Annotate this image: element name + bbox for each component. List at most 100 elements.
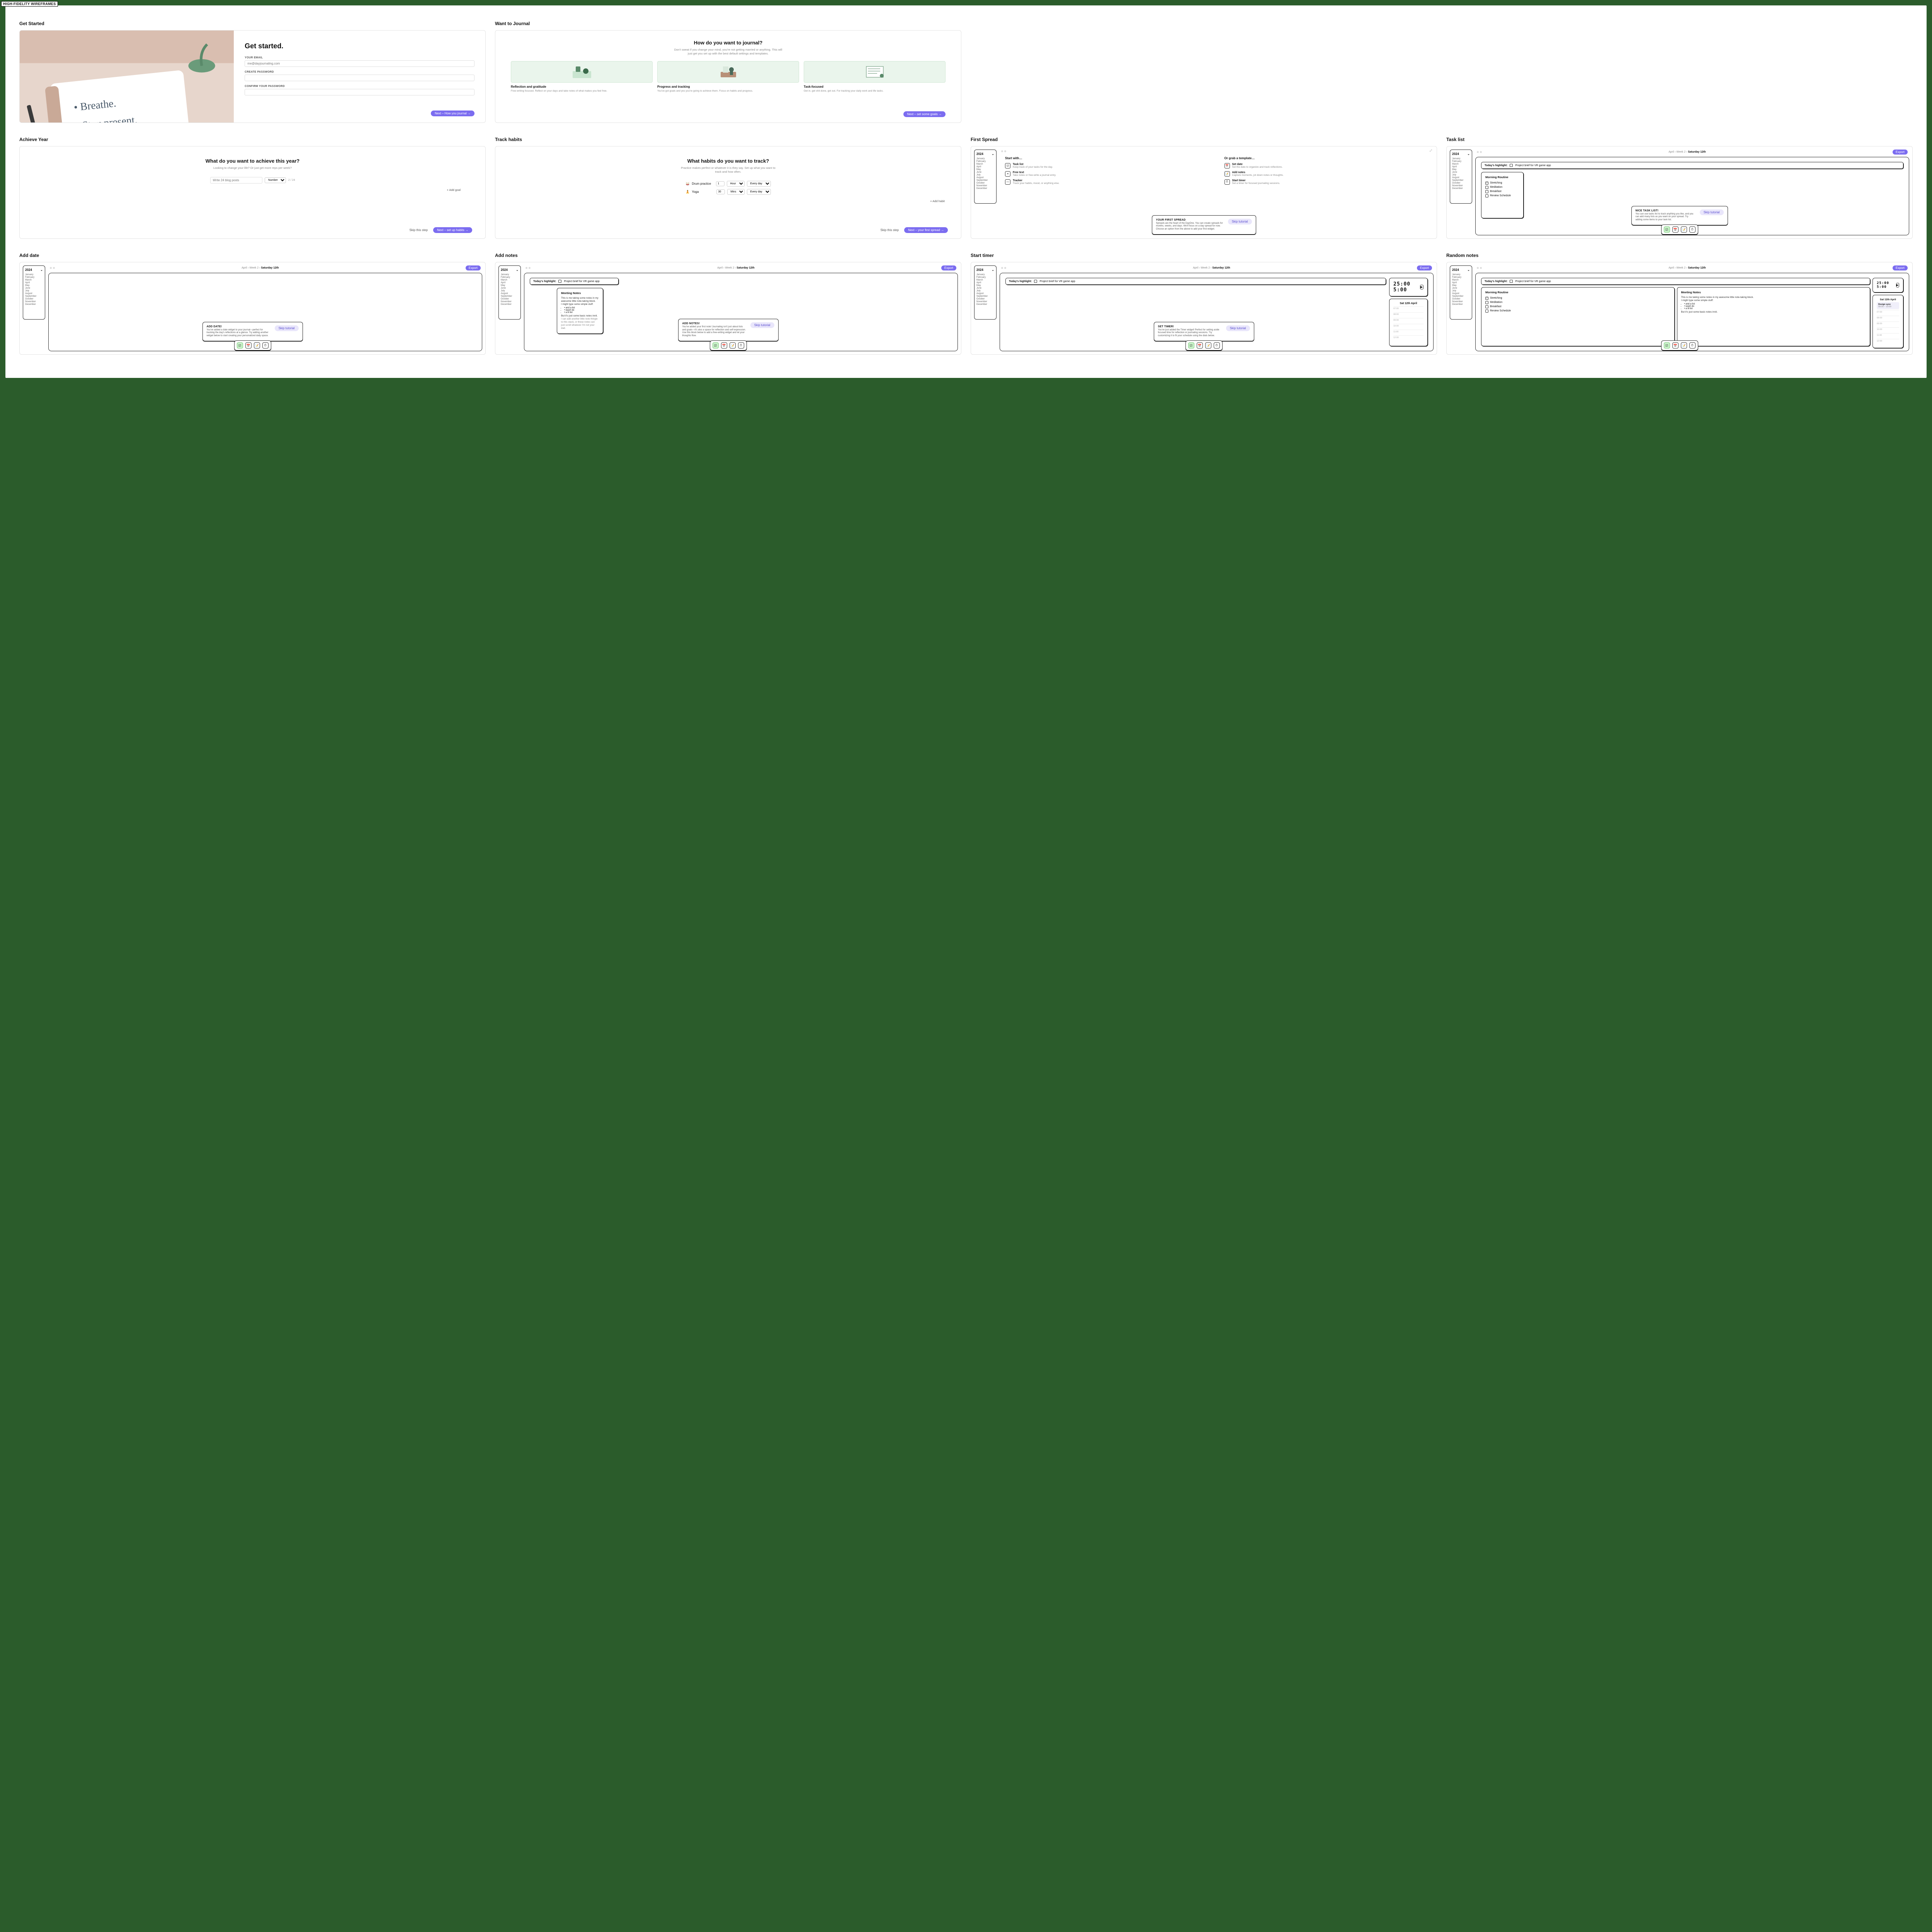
tool-timer-icon[interactable]: ⏱	[1214, 342, 1220, 349]
chevron-down-icon[interactable]: ⌄	[1467, 268, 1470, 272]
tool-timer-icon[interactable]: ⏱	[262, 342, 269, 349]
next-button[interactable]: Next – set up habits →	[433, 227, 472, 233]
checkbox-icon[interactable]	[1485, 190, 1488, 193]
template-option-timer[interactable]: ⏱Start timerSet a timer for focused jour…	[1225, 179, 1429, 185]
add-habit-link[interactable]: + Add habit	[930, 199, 945, 203]
widget-option-freetext[interactable]: ≡Free textTake notes or free-write a jou…	[1005, 171, 1209, 177]
sidebar-month[interactable]: December	[976, 303, 994, 306]
sidebar-month[interactable]: December	[501, 303, 519, 306]
play-icon[interactable]: ▶	[1420, 285, 1423, 289]
journal-card-reflection[interactable]: Reflection and gratitude Free-writing fo…	[511, 61, 653, 93]
notes-widget[interactable]: Meeting Notes This is me taking some not…	[557, 288, 603, 334]
sidebar-month[interactable]: February	[501, 276, 519, 279]
chevron-down-icon[interactable]: ⌄	[40, 268, 43, 272]
journal-card-task[interactable]: Task-focused Get in, get shit done, get …	[804, 61, 946, 93]
checkbox-icon[interactable]	[1485, 182, 1488, 185]
checkbox-icon[interactable]	[1485, 186, 1488, 189]
sidebar-month[interactable]: December	[25, 303, 43, 306]
skip-tutorial-button[interactable]: Skip tutorial	[275, 325, 299, 331]
sidebar-month[interactable]: July	[976, 173, 994, 176]
tool-calendar-icon[interactable]: 📅	[721, 342, 727, 349]
sidebar-month[interactable]: July	[976, 289, 994, 292]
sidebar-month[interactable]: September	[976, 295, 994, 298]
goal-input[interactable]	[210, 177, 262, 184]
next-button[interactable]: Next – How you journal →	[431, 111, 474, 116]
sidebar-month[interactable]: November	[501, 300, 519, 303]
goal-type-select[interactable]: Number	[265, 177, 286, 183]
sidebar-month[interactable]: May	[1452, 284, 1470, 287]
sidebar-month[interactable]: January	[1452, 273, 1470, 276]
play-icon[interactable]: ▶	[1896, 283, 1899, 287]
chevron-down-icon[interactable]: ⌄	[1467, 152, 1470, 156]
sidebar-month[interactable]: December	[1452, 303, 1470, 306]
journal-card-progress[interactable]: Progress and tracking You've got goals a…	[657, 61, 799, 93]
highlight-widget[interactable]: Today's highlight:Project brief for VR g…	[1481, 162, 1903, 169]
sidebar-month[interactable]: May	[1452, 168, 1470, 171]
sidebar-month[interactable]: January	[501, 273, 519, 276]
sidebar-month[interactable]: August	[501, 292, 519, 295]
tasklist-widget[interactable]: Morning Routine Stretching Meditation Br…	[1481, 287, 1675, 346]
habit-amount[interactable]	[716, 189, 725, 194]
sidebar-month[interactable]: September	[1452, 295, 1470, 298]
sidebar-month[interactable]: November	[25, 300, 43, 303]
sidebar-month[interactable]: July	[1452, 173, 1470, 176]
sidebar-month[interactable]: January	[25, 273, 43, 276]
sidebar-month[interactable]: July	[25, 289, 43, 292]
tool-tasklist-icon[interactable]: ☑	[1188, 342, 1194, 349]
sidebar-month[interactable]: April	[25, 281, 43, 284]
sidebar-month[interactable]: September	[501, 295, 519, 298]
sidebar-month[interactable]: August	[976, 176, 994, 179]
template-option-notes[interactable]: 📝Add notesCapture moments, jot down note…	[1225, 171, 1429, 177]
sidebar-month[interactable]: May	[25, 284, 43, 287]
chevron-down-icon[interactable]: ⌄	[992, 152, 994, 156]
sidebar-month[interactable]: September	[25, 295, 43, 298]
export-button[interactable]: Export	[941, 265, 956, 270]
schedule-widget[interactable]: Sat 12th April Design sync 09:00 – 10:00…	[1872, 295, 1903, 348]
sidebar-month[interactable]: March	[1452, 279, 1470, 281]
notes-widget[interactable]: Meeting Notes This is me taking some not…	[1677, 287, 1871, 346]
sidebar-month[interactable]: November	[976, 300, 994, 303]
email-input[interactable]	[245, 60, 474, 67]
sidebar-month[interactable]: January	[976, 157, 994, 160]
add-goal-link[interactable]: + Add goal	[447, 188, 461, 192]
tool-notes-icon[interactable]: 📝	[1681, 226, 1687, 233]
sidebar-month[interactable]: December	[1452, 187, 1470, 190]
tool-notes-icon[interactable]: 📝	[1205, 342, 1211, 349]
timer-widget[interactable]: 25:00 5:00▶	[1872, 278, 1903, 293]
sidebar-month[interactable]: November	[976, 184, 994, 187]
task-item[interactable]: Breakfast	[1485, 189, 1519, 194]
tool-calendar-icon[interactable]: 📅	[1672, 226, 1679, 233]
export-button[interactable]: Export	[1893, 150, 1908, 155]
sidebar-month[interactable]: June	[501, 287, 519, 289]
schedule-widget[interactable]: Sat 12th April 07:0008:0009:0010:0011:00…	[1389, 299, 1428, 346]
skip-tutorial-button[interactable]: Skip tutorial	[1226, 325, 1250, 331]
schedule-event[interactable]: Design sync 09:00 – 10:00	[1877, 302, 1899, 309]
task-item[interactable]: Meditation	[1485, 185, 1519, 189]
sidebar-month[interactable]: January	[1452, 157, 1470, 160]
export-button[interactable]: Export	[466, 265, 481, 270]
chevron-down-icon[interactable]: ⌄	[516, 268, 519, 272]
sidebar-month[interactable]: July	[1452, 289, 1470, 292]
sidebar-month[interactable]: May	[976, 168, 994, 171]
confirm-input[interactable]	[245, 89, 474, 95]
sidebar-month[interactable]: October	[501, 298, 519, 300]
tool-notes-icon[interactable]: 📝	[254, 342, 260, 349]
sidebar-month[interactable]: February	[25, 276, 43, 279]
template-option-date[interactable]: 📅Set dateSet the date to organize and tr…	[1225, 163, 1429, 168]
skip-link[interactable]: Skip this step	[409, 228, 428, 232]
sidebar-month[interactable]: April	[501, 281, 519, 284]
sidebar-month[interactable]: June	[976, 287, 994, 289]
checkbox-icon[interactable]	[1485, 194, 1488, 197]
tool-notes-icon[interactable]: 📝	[1681, 342, 1687, 349]
sidebar-month[interactable]: August	[25, 292, 43, 295]
widget-option-tracker[interactable]: 〰TrackerTrack your habits, mood, or anyt…	[1005, 179, 1209, 185]
skip-tutorial-button[interactable]: Skip tutorial	[750, 322, 774, 328]
tool-timer-icon[interactable]: ⏱	[1689, 226, 1696, 233]
sidebar-month[interactable]: February	[976, 276, 994, 279]
sidebar-month[interactable]: February	[1452, 276, 1470, 279]
expand-icon[interactable]: ⤢	[1430, 150, 1432, 153]
next-button[interactable]: Next – your first spread →	[904, 227, 948, 233]
sidebar-month[interactable]: March	[976, 163, 994, 165]
sidebar-month[interactable]: August	[1452, 292, 1470, 295]
sidebar-month[interactable]: August	[976, 292, 994, 295]
